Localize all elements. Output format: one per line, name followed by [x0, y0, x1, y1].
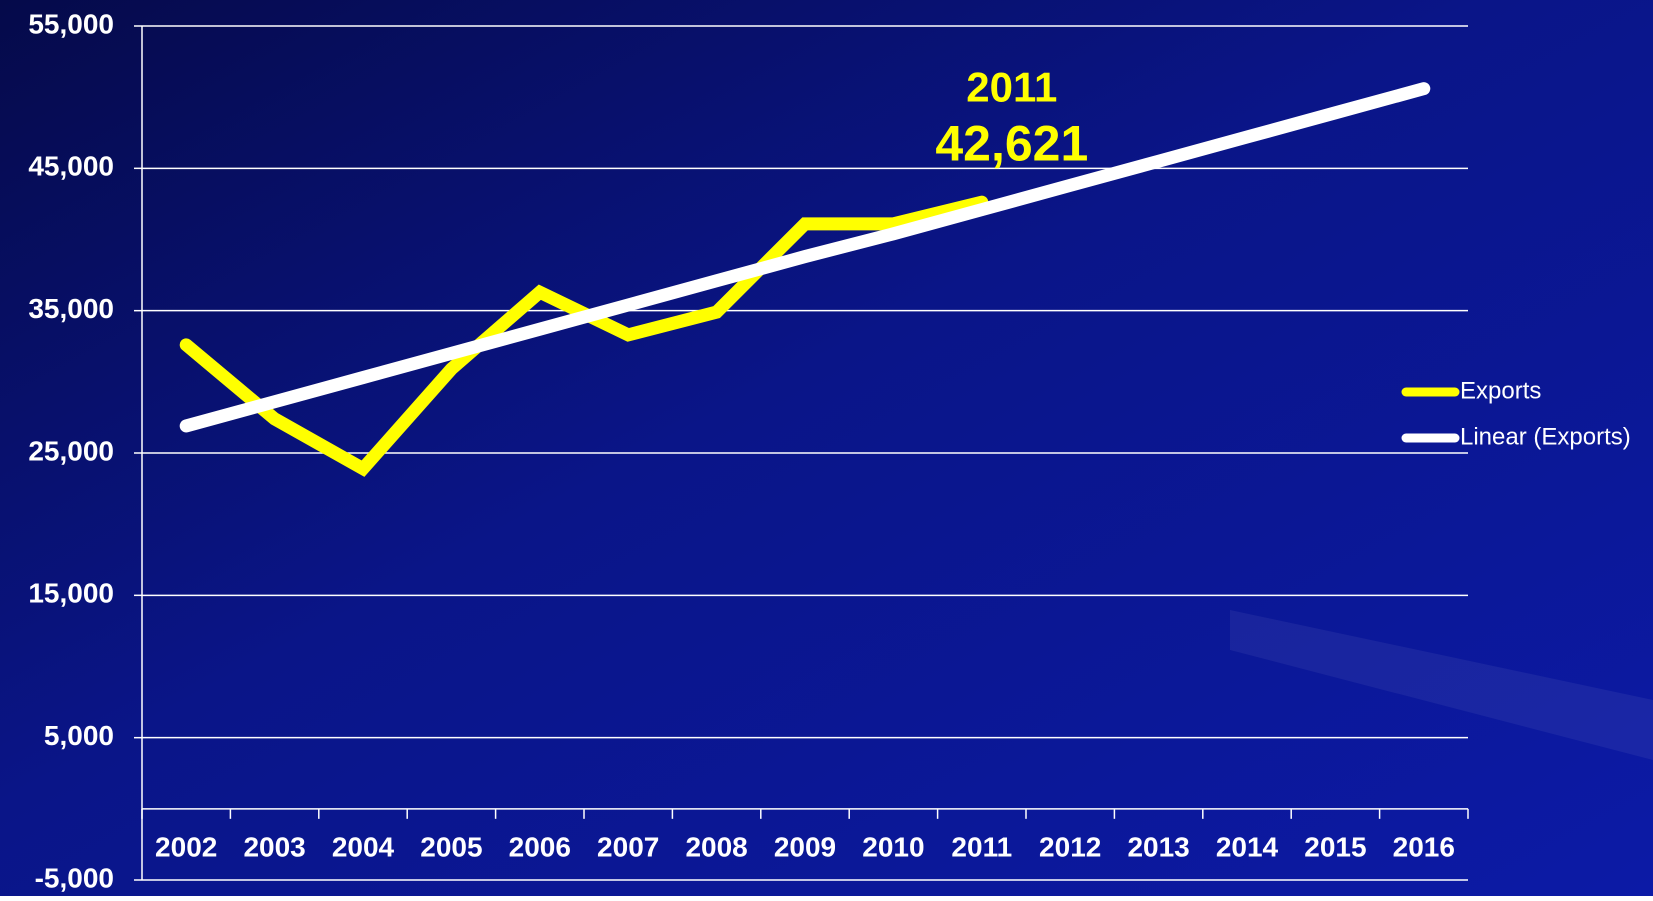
y-tick-label: 25,000: [28, 435, 114, 466]
y-tick-label: 15,000: [28, 578, 114, 609]
x-tick-label: 2002: [155, 831, 217, 862]
x-tick-label: 2011: [951, 831, 1012, 862]
x-tick-label: 2003: [243, 831, 305, 862]
x-tick-label: 2013: [1127, 831, 1189, 862]
legend-label: Linear (Exports): [1460, 423, 1631, 450]
y-tick-label: 55,000: [28, 8, 114, 39]
x-tick-label: 2015: [1304, 831, 1366, 862]
y-tick-label: 5,000: [44, 720, 114, 751]
x-tick-label: 2008: [685, 831, 747, 862]
y-tick-label: 35,000: [28, 293, 114, 324]
y-tick-label: -5,000: [35, 862, 114, 893]
series-line: [179, 82, 1431, 433]
x-tick-label: 2006: [509, 831, 571, 862]
background-streak: [1230, 610, 1653, 760]
x-tick-label: 2005: [420, 831, 482, 862]
x-tick-label: 2014: [1216, 831, 1279, 862]
x-tick-label: 2007: [597, 831, 659, 862]
annotation-category: 2011: [966, 63, 1057, 110]
y-tick-label: 45,000: [28, 151, 114, 182]
x-tick-label: 2012: [1039, 831, 1101, 862]
x-tick-label: 2009: [774, 831, 836, 862]
legend-label: Exports: [1460, 377, 1541, 404]
x-tick-label: 2010: [862, 831, 924, 862]
x-tick-label: 2016: [1393, 831, 1455, 862]
data-label: 42,621: [935, 115, 1088, 171]
x-tick-label: 2004: [332, 831, 395, 862]
